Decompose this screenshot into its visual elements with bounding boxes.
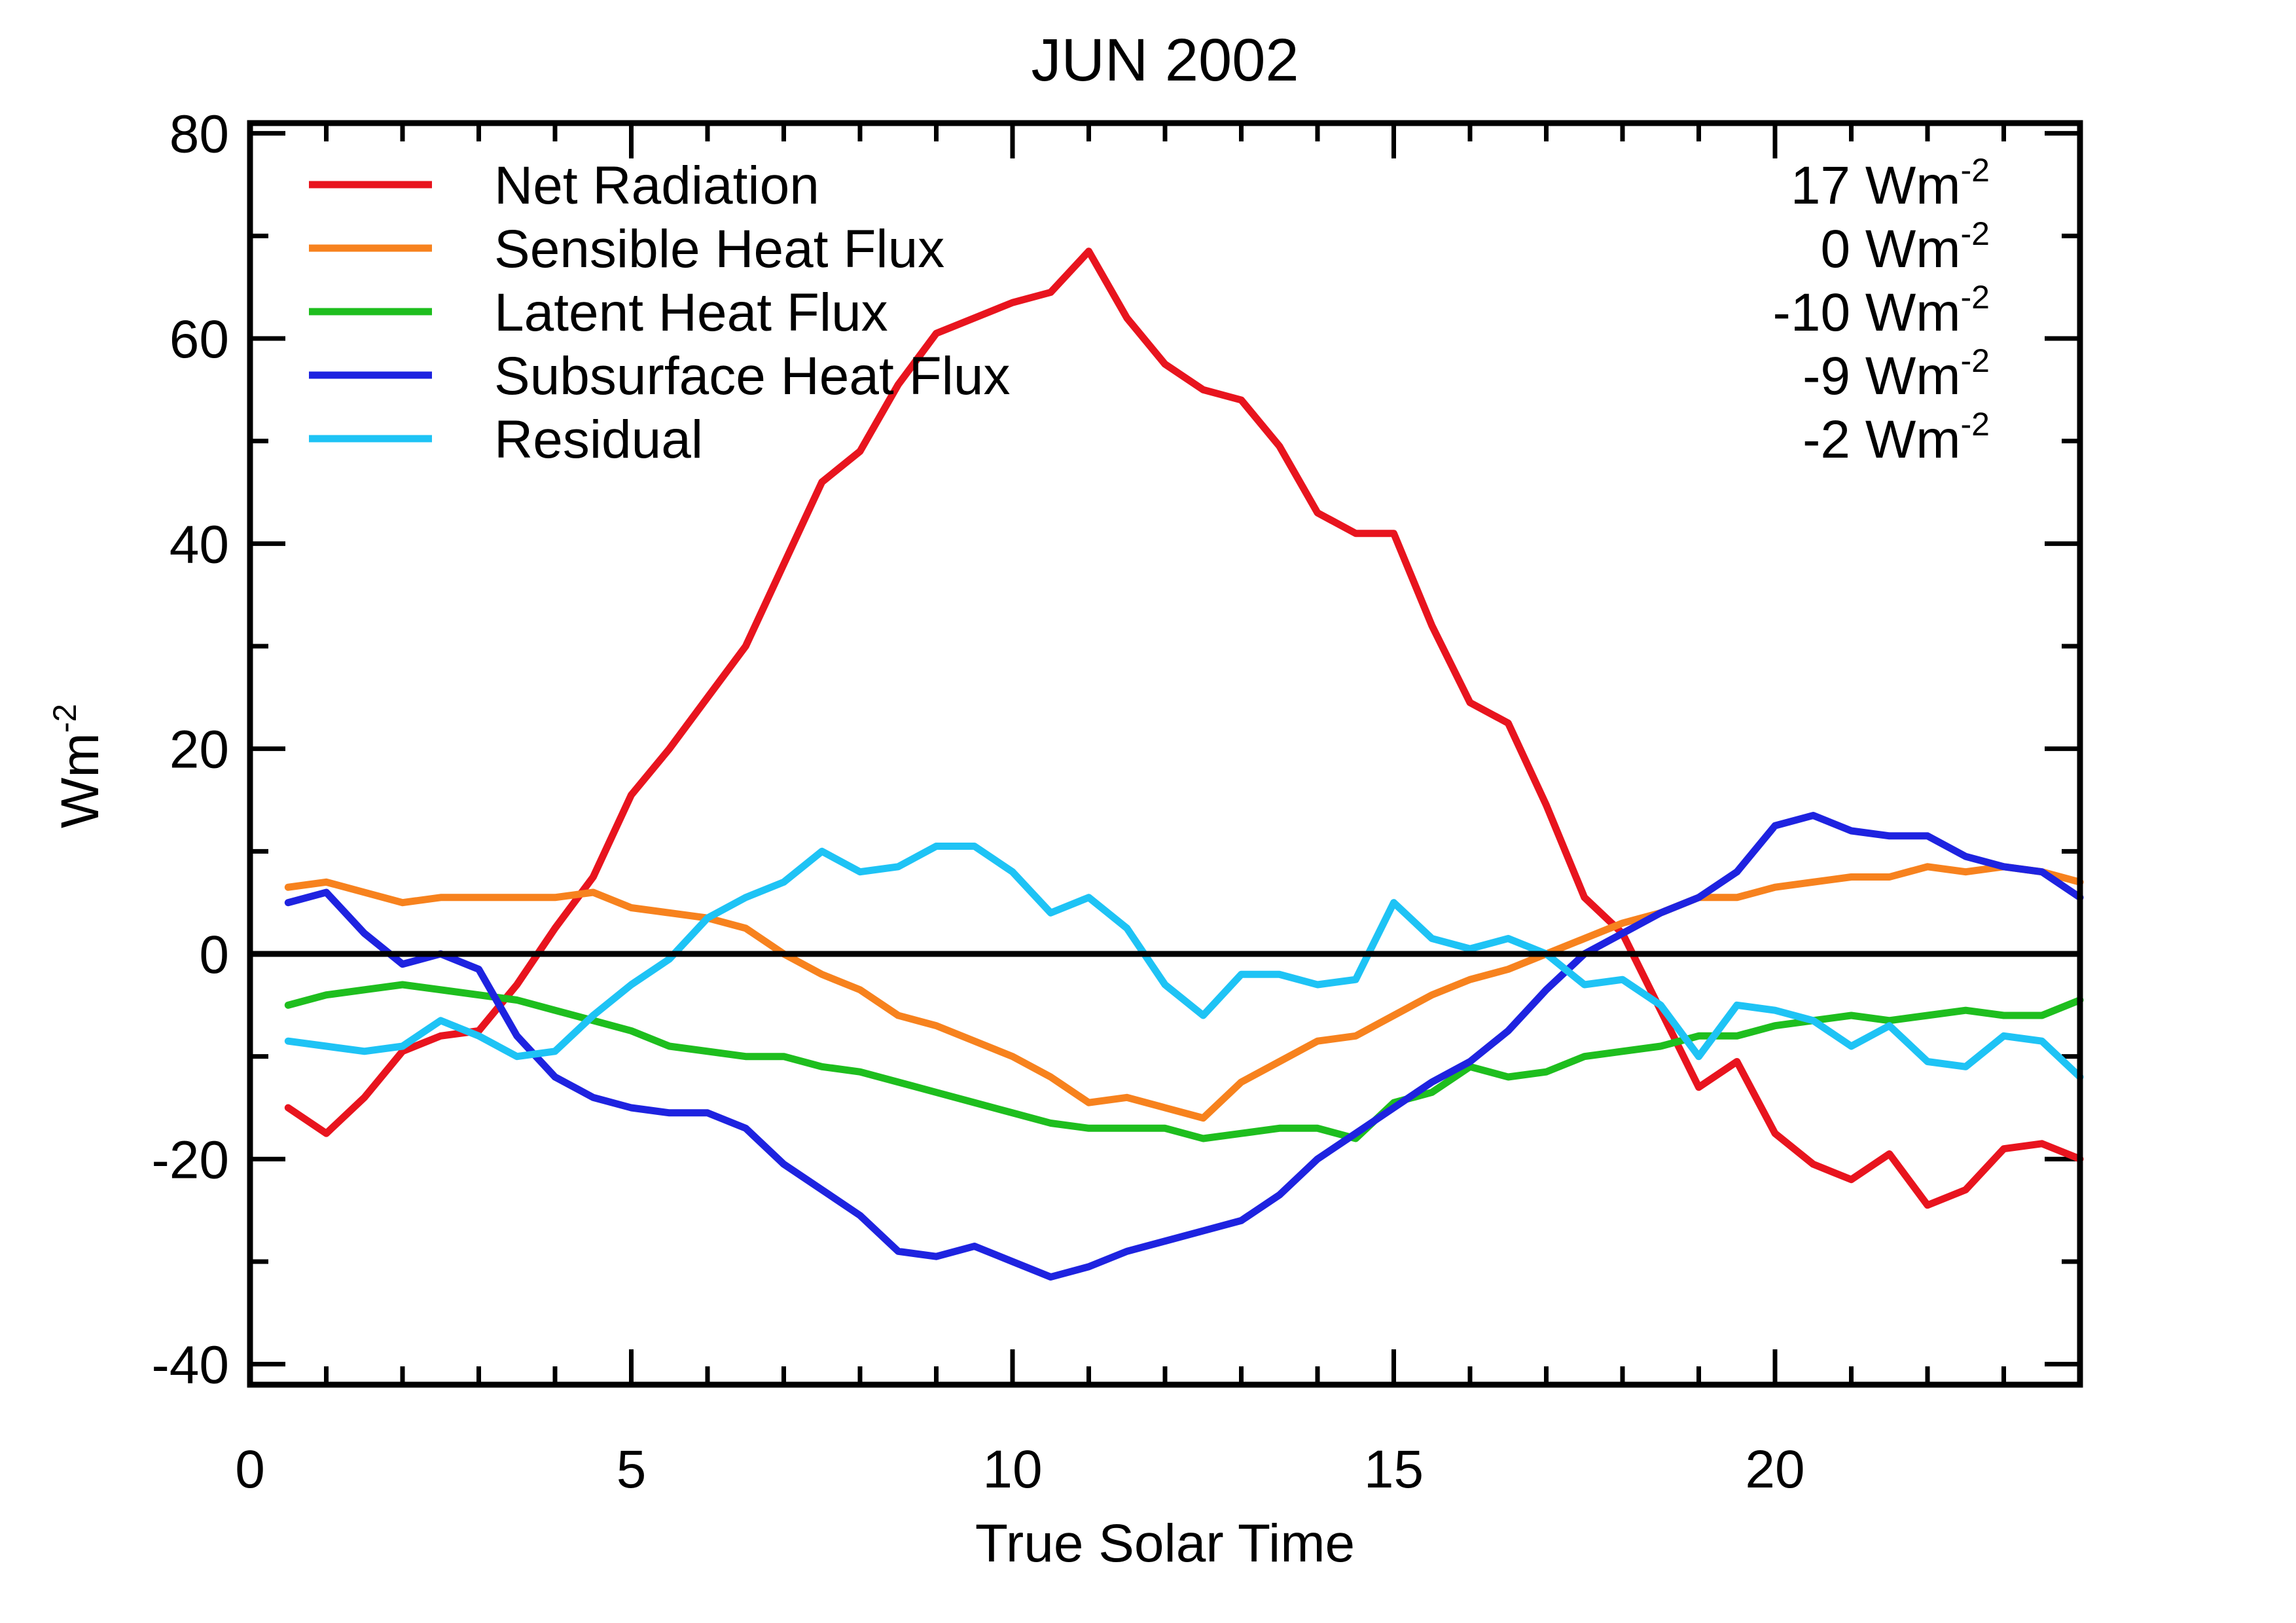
y-tick-label: -20 bbox=[151, 1130, 229, 1190]
x-tick-label: 10 bbox=[982, 1440, 1042, 1499]
legend-mean-sensible-heat-flux: 0 Wm-2 bbox=[1820, 215, 1990, 279]
y-tick-label: 80 bbox=[170, 105, 229, 164]
legend-mean-residual: -2 Wm-2 bbox=[1803, 406, 1990, 469]
x-tick-label: 20 bbox=[1745, 1440, 1804, 1499]
svg-text:Wm-2: Wm-2 bbox=[46, 704, 110, 828]
data-series bbox=[284, 247, 2084, 1281]
axis-ticks: -40 -20 0 20 40 60 80 0 5 10 15 20 bbox=[151, 105, 2083, 1499]
y-tick-label: 20 bbox=[170, 720, 229, 780]
legend-label-sensible-heat-flux: Sensible Heat Flux bbox=[494, 219, 944, 279]
series-line-subsurface-heat-flux bbox=[284, 812, 2084, 1281]
y-tick-label: -40 bbox=[151, 1336, 229, 1395]
legend-label-latent-heat-flux: Latent Heat Flux bbox=[494, 283, 888, 342]
x-tick-label: 15 bbox=[1364, 1440, 1424, 1499]
chart-title: JUN 2002 bbox=[1031, 27, 1299, 94]
x-tick-label: 0 bbox=[235, 1440, 265, 1499]
legend-label-subsurface-heat-flux: Subsurface Heat Flux bbox=[494, 346, 1011, 406]
y-axis-label-base: Wm bbox=[50, 733, 110, 828]
plot-frame bbox=[247, 120, 2083, 1388]
series-line-sensible-heat-flux bbox=[284, 863, 2084, 1122]
y-axis-label-sup: -2 bbox=[46, 704, 83, 733]
y-axis-label: Wm-2 bbox=[46, 704, 110, 828]
series-line-net-radiation bbox=[284, 247, 2084, 1209]
legend: Net Radiation 17 Wm-2 Sensible Heat Flux 0 … bbox=[309, 152, 1990, 469]
y-tick-label: 40 bbox=[170, 515, 229, 574]
legend-mean-subsurface-heat-flux: -9 Wm-2 bbox=[1803, 342, 1990, 406]
x-axis-label: True Solar Time bbox=[975, 1514, 1355, 1573]
y-tick-label: 60 bbox=[170, 310, 229, 369]
y-tick-label: 0 bbox=[199, 925, 229, 985]
legend-mean-latent-heat-flux: -10 Wm-2 bbox=[1773, 279, 1990, 342]
series-line-residual bbox=[284, 843, 2084, 1081]
legend-label-net-radiation: Net Radiation bbox=[494, 156, 819, 215]
legend-mean-net-radiation: 17 Wm-2 bbox=[1791, 152, 1990, 215]
legend-label-residual: Residual bbox=[494, 410, 703, 469]
x-tick-label: 5 bbox=[617, 1440, 647, 1499]
